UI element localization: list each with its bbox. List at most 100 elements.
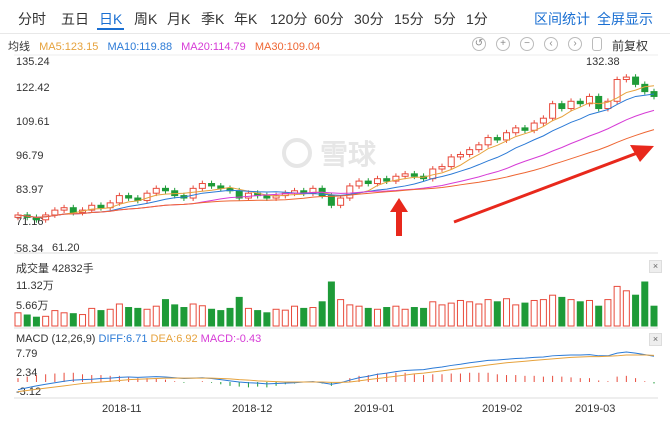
- tab-day-k[interactable]: 日K: [99, 11, 123, 27]
- volume-bar: [364, 307, 372, 327]
- reset-icon[interactable]: ↺: [472, 37, 486, 51]
- tab-month-k[interactable]: 月K: [167, 11, 191, 27]
- volume-bar: [134, 307, 142, 327]
- volume-bar: [466, 301, 474, 327]
- zoom-out-icon[interactable]: −: [520, 37, 534, 51]
- tab-60min[interactable]: 60分: [314, 11, 344, 27]
- volume-title: 成交量 42832手: [16, 263, 94, 275]
- macd-tick: 7.79: [16, 348, 38, 360]
- volume-bar: [373, 308, 381, 327]
- scroll-left-icon[interactable]: ‹: [544, 37, 558, 51]
- ma20-value: MA20:114.79: [181, 41, 246, 53]
- candle-body: [208, 183, 216, 187]
- candle-body: [456, 153, 464, 158]
- volume-bar: [263, 312, 271, 327]
- macd-tick: -3.12: [16, 386, 42, 398]
- candle-body: [420, 175, 428, 180]
- candle-body: [244, 192, 252, 199]
- volume-bar: [613, 285, 621, 327]
- volume-bar: [208, 308, 216, 327]
- macd-title: MACD (12,26,9): [16, 333, 96, 345]
- candle-body: [180, 195, 188, 199]
- candle-body: [161, 187, 169, 192]
- scroll-right-icon[interactable]: ›: [568, 37, 582, 51]
- adjust-mode[interactable]: 前复权: [612, 39, 649, 53]
- tab-1min-time[interactable]: 分时: [18, 11, 46, 27]
- tab-30min[interactable]: 30分: [354, 11, 384, 27]
- candle-body: [475, 144, 483, 151]
- candle-body: [263, 195, 271, 199]
- candle-body: [364, 180, 372, 185]
- ma-label: 均线: [8, 41, 30, 53]
- candle-body: [641, 83, 649, 93]
- macd-legend: MACD (12,26,9) DIFF:6.71 DEA:6.92 MACD:-…: [16, 333, 261, 345]
- close-volume-icon[interactable]: ×: [649, 260, 662, 273]
- volume-bar: [576, 301, 584, 327]
- candle-body: [613, 79, 621, 102]
- tab-15min[interactable]: 15分: [394, 11, 424, 27]
- volume-bar: [475, 303, 483, 327]
- price-tick: 71.16: [16, 216, 44, 228]
- candle-body: [309, 187, 317, 194]
- high-annotation: 132.38: [586, 56, 620, 68]
- volume-bar: [512, 304, 520, 327]
- volume-bar: [392, 305, 400, 327]
- volume-bar: [632, 294, 640, 327]
- ma-legend: 均线 MA5:123.15 MA10:119.88 MA20:114.79 MA…: [8, 38, 326, 54]
- volume-tick: 11.32万: [16, 280, 54, 292]
- volume-bar: [429, 301, 437, 327]
- date-label: 2018-12: [232, 403, 273, 415]
- volume-bar: [318, 301, 326, 327]
- volume-bar: [281, 309, 289, 327]
- candle-body: [429, 168, 437, 180]
- tab-year-k[interactable]: 年K: [234, 11, 258, 27]
- tab-5day[interactable]: 五日: [61, 11, 89, 27]
- volume-bar: [51, 310, 59, 327]
- candle-body: [484, 137, 492, 146]
- volume-bar: [189, 303, 197, 327]
- volume-bar: [539, 299, 547, 327]
- candle-body: [97, 204, 105, 209]
- tab-week-k[interactable]: 周K: [134, 11, 158, 27]
- price-tick: 83.97: [16, 184, 44, 196]
- fullscreen-link[interactable]: 全屏显示: [597, 11, 653, 27]
- candle-body: [272, 195, 280, 199]
- close-macd-icon[interactable]: ×: [649, 333, 662, 346]
- tab-1min[interactable]: 1分: [466, 11, 488, 27]
- interval-stats-link[interactable]: 区间统计: [534, 11, 590, 27]
- candle-body: [226, 187, 234, 192]
- volume-bar: [641, 281, 649, 327]
- candle-body: [125, 195, 133, 199]
- candle-body: [281, 192, 289, 197]
- candle-body: [438, 166, 446, 170]
- candle-body: [539, 117, 547, 124]
- volume-bar: [595, 305, 603, 327]
- zoom-in-icon[interactable]: +: [496, 37, 510, 51]
- tab-5min[interactable]: 5分: [434, 11, 456, 27]
- candle-body: [604, 100, 612, 110]
- candle-body: [79, 209, 87, 214]
- candle-body: [530, 122, 538, 131]
- watermark-text: 雪球: [320, 139, 377, 170]
- volume-bar: [217, 310, 225, 327]
- ma10-value: MA10:119.88: [107, 41, 173, 53]
- date-label: 2019-02: [482, 403, 523, 415]
- xueqiu-logo-icon: [282, 138, 312, 168]
- candle-body: [291, 190, 299, 194]
- volume-bar: [254, 310, 262, 327]
- candle-body: [42, 214, 50, 221]
- volume-bar: [567, 299, 575, 327]
- price-tick: 96.79: [16, 150, 44, 162]
- trend-arrow-head: [630, 145, 654, 162]
- adjust-icon[interactable]: [592, 37, 602, 51]
- candle-body: [576, 100, 584, 105]
- tab-120min[interactable]: 120分: [270, 11, 308, 27]
- macd-tick: 2.34: [16, 367, 38, 379]
- low-annotation: 61.20: [52, 242, 80, 254]
- volume-bar: [456, 299, 464, 327]
- candle-body: [512, 127, 520, 134]
- volume-bar: [171, 304, 179, 327]
- price-tick: 109.61: [16, 116, 50, 128]
- tab-quarter-k[interactable]: 季K: [201, 11, 225, 27]
